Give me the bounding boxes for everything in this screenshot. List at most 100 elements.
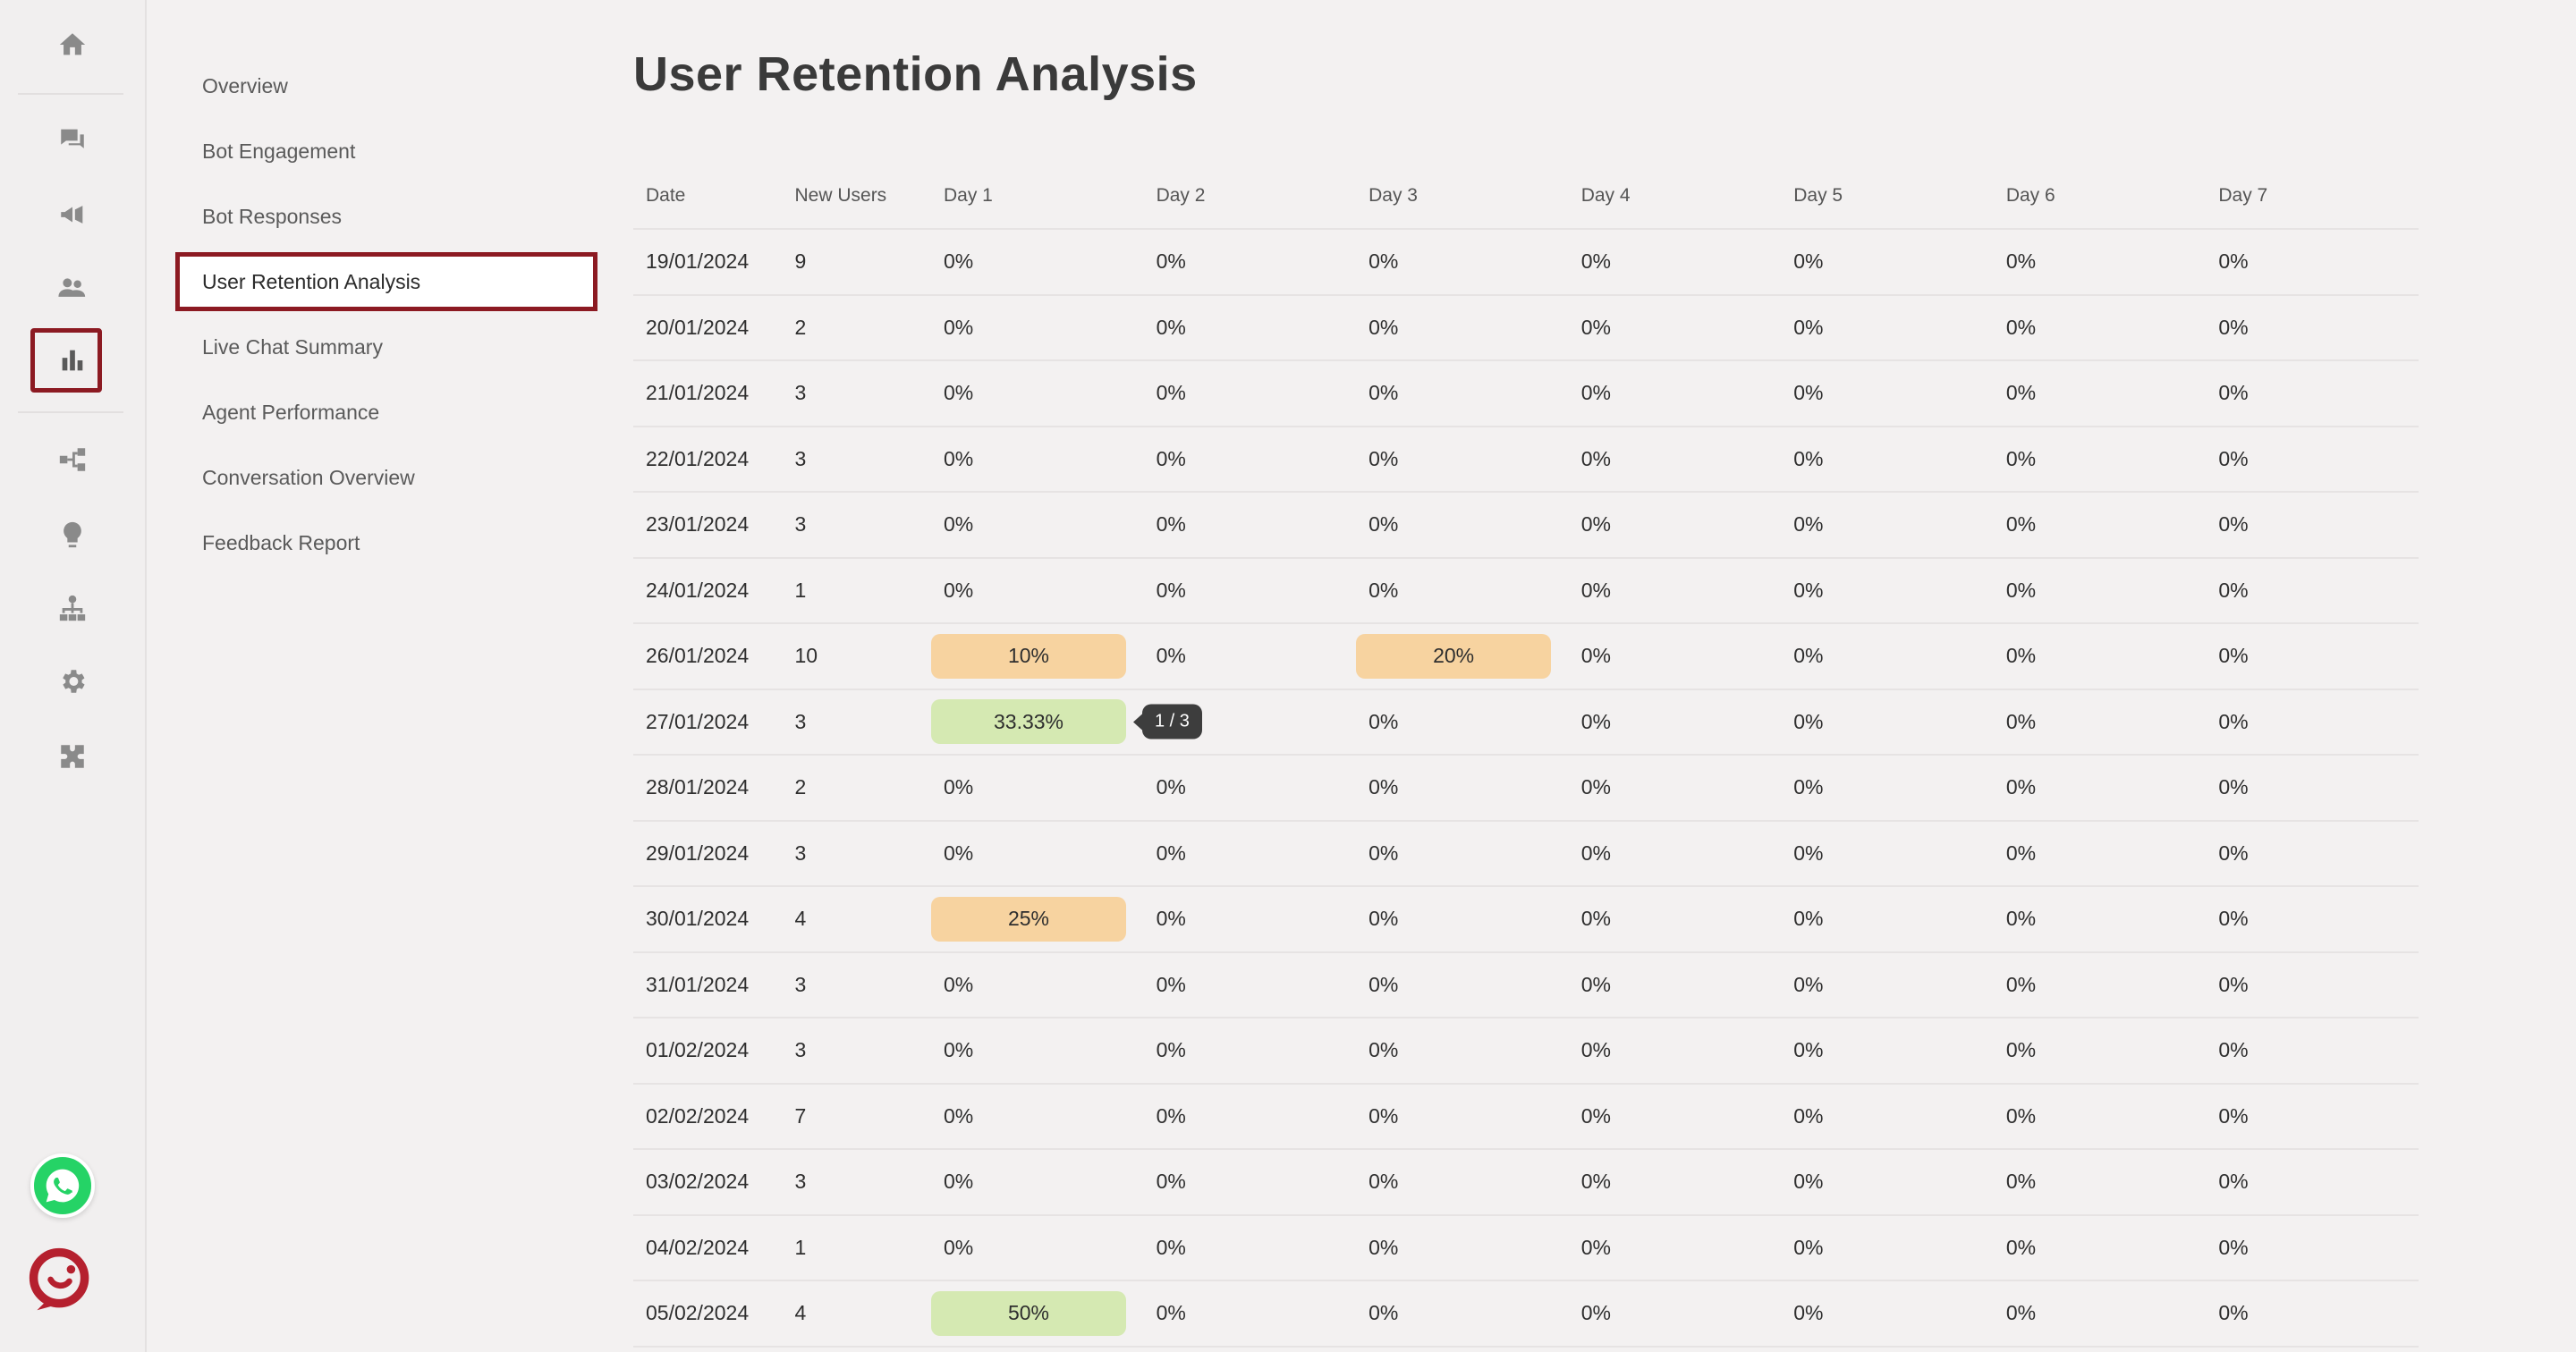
retention-pill[interactable]: 25%	[931, 896, 1126, 942]
subnav-item-live-chat-summary[interactable]: Live Chat Summary	[202, 335, 383, 359]
cell-date: 24/01/2024	[633, 557, 783, 624]
cell-day-5: 0%	[1781, 360, 1994, 427]
cell-day-4: 0%	[1568, 492, 1782, 559]
retention-pill[interactable]: 50%	[931, 1290, 1126, 1336]
hierarchy-icon[interactable]	[51, 587, 94, 630]
cell-day-1: 0%	[931, 755, 1144, 822]
whatsapp-icon[interactable]	[30, 1153, 95, 1218]
cell-day-1: 0%	[931, 229, 1144, 296]
cell-day-6: 0%	[1993, 294, 2207, 361]
cell-day-7: 0%	[2206, 557, 2419, 624]
cell-day-3: 0%	[1356, 820, 1569, 887]
cell-day-5: 0%	[1781, 689, 1994, 756]
column-header-new-users[interactable]: New Users	[782, 164, 931, 230]
cell-day-5: 0%	[1781, 229, 1994, 296]
cell-day-3: 0%	[1356, 492, 1569, 559]
cell-date: 30/01/2024	[633, 886, 783, 953]
cell-day-7: 0%	[2206, 294, 2419, 361]
cell-day-4: 0%	[1568, 820, 1782, 887]
cell-day-1: 0%	[931, 1018, 1144, 1085]
retention-cell-wrap: 10%	[931, 633, 1144, 679]
home-icon[interactable]	[51, 23, 94, 66]
column-header-day-7[interactable]: Day 7	[2206, 164, 2419, 230]
cell-day-2: 0%	[1143, 557, 1357, 624]
cell-date: 01/02/2024	[633, 1018, 783, 1085]
cell-day-7: 0%	[2206, 229, 2419, 296]
brand-logo-icon[interactable]	[27, 1246, 95, 1314]
table-row: 26/01/2024 10 10% 0% 20% 0% 0% 0% 0%	[633, 623, 2419, 690]
cell-day-4: 0%	[1568, 755, 1782, 822]
cell-day-3: 0%	[1356, 1083, 1569, 1150]
cell-day-3: 0%	[1356, 755, 1569, 822]
cell-date: 03/02/2024	[633, 1149, 783, 1216]
cell-date: 22/01/2024	[633, 426, 783, 493]
cell-day-1[interactable]: 50%	[931, 1280, 1144, 1348]
cell-date: 31/01/2024	[633, 951, 783, 1018]
bar-chart-icon[interactable]	[51, 339, 94, 382]
column-header-day-2[interactable]: Day 2	[1143, 164, 1357, 230]
retention-cell-wrap: 50%	[931, 1290, 1144, 1336]
subnav-item-overview[interactable]: Overview	[202, 74, 288, 97]
flow-icon[interactable]	[51, 438, 94, 481]
cell-day-2: 0%	[1143, 623, 1357, 690]
table-row: 03/02/2024 3 0% 0% 0% 0% 0% 0% 0%	[633, 1149, 2419, 1216]
subnav-item-feedback-report[interactable]: Feedback Report	[202, 531, 360, 554]
cell-day-5: 0%	[1781, 492, 1994, 559]
cell-new-users: 3	[782, 820, 931, 887]
cell-day-2: 0%	[1143, 492, 1357, 559]
cell-date: 26/01/2024	[633, 623, 783, 690]
retention-pill[interactable]: 10%	[931, 633, 1126, 679]
table-header-row: Date New Users Day 1 Day 2 Day 3 Day 4 D…	[633, 164, 2419, 230]
cell-day-4: 0%	[1568, 689, 1782, 756]
cell-day-1[interactable]: 25%	[931, 886, 1144, 953]
cell-day-3: 0%	[1356, 1280, 1569, 1348]
chat-icon[interactable]	[51, 118, 94, 161]
table-row: 22/01/2024 3 0% 0% 0% 0% 0% 0% 0%	[633, 426, 2419, 493]
column-header-day-6[interactable]: Day 6	[1993, 164, 2207, 230]
cell-day-5: 0%	[1781, 886, 1994, 953]
cell-day-6: 0%	[1993, 951, 2207, 1018]
column-header-day-4[interactable]: Day 4	[1568, 164, 1782, 230]
cell-day-1[interactable]: 10%	[931, 623, 1144, 690]
table-row: 21/01/2024 3 0% 0% 0% 0% 0% 0% 0%	[633, 360, 2419, 427]
rail-divider	[18, 93, 123, 95]
cell-day-3[interactable]: 20%	[1356, 623, 1569, 690]
column-header-date[interactable]: Date	[633, 164, 783, 230]
cell-new-users: 2	[782, 294, 931, 361]
cell-day-2: 0%	[1143, 294, 1357, 361]
cell-new-users: 1	[782, 1214, 931, 1281]
puzzle-icon[interactable]	[51, 735, 94, 778]
subnav-item-user-retention-analysis[interactable]: User Retention Analysis	[175, 252, 597, 311]
cell-day-5: 0%	[1781, 1280, 1994, 1348]
users-icon[interactable]	[51, 266, 94, 309]
cell-day-6: 0%	[1993, 492, 2207, 559]
cell-new-users: 3	[782, 1018, 931, 1085]
column-header-day-5[interactable]: Day 5	[1781, 164, 1994, 230]
subnav-item-bot-responses[interactable]: Bot Responses	[202, 205, 342, 228]
cell-day-3: 0%	[1356, 360, 1569, 427]
retention-pill[interactable]: 20%	[1356, 633, 1552, 679]
column-header-day-1[interactable]: Day 1	[931, 164, 1144, 230]
subnav-item-conversation-overview[interactable]: Conversation Overview	[202, 466, 415, 489]
subnav-item-agent-performance[interactable]: Agent Performance	[202, 401, 380, 424]
cell-day-5: 0%	[1781, 1083, 1994, 1150]
lightbulb-icon[interactable]	[51, 513, 94, 556]
cell-day-2: 0%	[1143, 1083, 1357, 1150]
cell-day-5: 0%	[1781, 1018, 1994, 1085]
cell-day-6: 0%	[1993, 1280, 2207, 1348]
subnav-item-bot-engagement[interactable]: Bot Engagement	[202, 139, 356, 163]
cell-day-7: 0%	[2206, 755, 2419, 822]
cell-day-5: 0%	[1781, 294, 1994, 361]
gear-icon[interactable]	[51, 660, 94, 703]
column-header-day-3[interactable]: Day 3	[1356, 164, 1569, 230]
retention-cell-wrap: 20%	[1356, 633, 1569, 679]
cell-day-7: 0%	[2206, 689, 2419, 756]
megaphone-icon[interactable]	[51, 193, 94, 236]
cell-day-2: 0%	[1143, 360, 1357, 427]
cell-day-3: 0%	[1356, 426, 1569, 493]
cell-day-6: 0%	[1993, 623, 2207, 690]
cell-new-users: 1	[782, 557, 931, 624]
cell-day-1[interactable]: 33.33% 1 / 3	[931, 689, 1202, 756]
retention-cell-wrap: 25%	[931, 896, 1144, 942]
retention-pill[interactable]: 33.33%	[931, 699, 1126, 745]
